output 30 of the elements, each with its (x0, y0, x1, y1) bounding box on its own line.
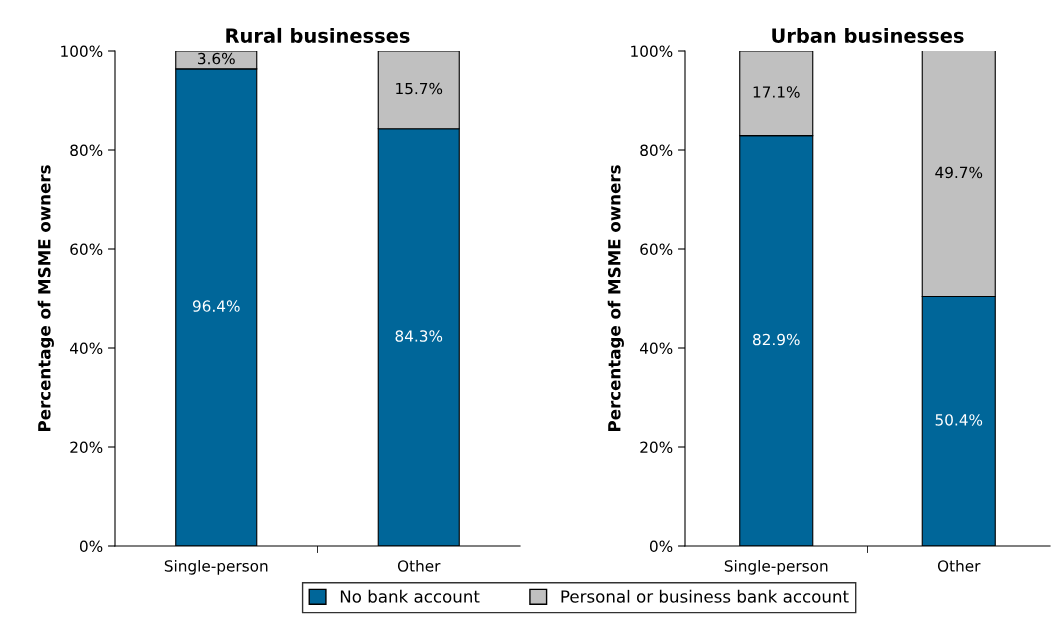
data-label: 15.7% (396, 82, 443, 95)
y-tick-label: 40% (69, 342, 103, 355)
x-tick-label: Single-person (724, 559, 828, 575)
y-tick-label: 0% (649, 540, 673, 553)
data-label: 3.6% (198, 52, 235, 65)
x-tick-label: Other (937, 559, 981, 572)
y-tick-label: 100% (631, 45, 673, 58)
x-tick-label: Single-person (164, 559, 268, 575)
y-tick-label: 60% (640, 243, 673, 256)
data-label: 82.9% (753, 333, 800, 346)
data-label: 96.4% (192, 300, 240, 312)
y-tick-label: 80% (640, 144, 673, 157)
y-tick-label: 100% (61, 45, 103, 58)
y-axis-title: Percentage of MSME owners (607, 165, 624, 431)
data-label: 50.4% (935, 414, 983, 426)
y-tick-label: 20% (70, 441, 103, 454)
data-label: 17.1% (753, 86, 800, 98)
y-axis-title: Percentage of MSME owners (37, 165, 54, 431)
data-label: 49.7% (935, 166, 983, 179)
legend-label: Personal or business bank account (561, 589, 849, 603)
x-tick-label: Other (397, 559, 441, 572)
chart-title: Rural businesses (226, 27, 410, 43)
y-tick-label: 40% (639, 342, 673, 355)
chart-title: Urban businesses (772, 27, 964, 43)
data-label: 84.3% (395, 330, 443, 342)
y-tick-label: 80% (70, 144, 103, 157)
y-tick-label: 0% (79, 540, 103, 553)
legend-label: No bank account (340, 589, 480, 603)
y-tick-label: 60% (70, 243, 103, 256)
y-tick-label: 20% (640, 441, 673, 454)
